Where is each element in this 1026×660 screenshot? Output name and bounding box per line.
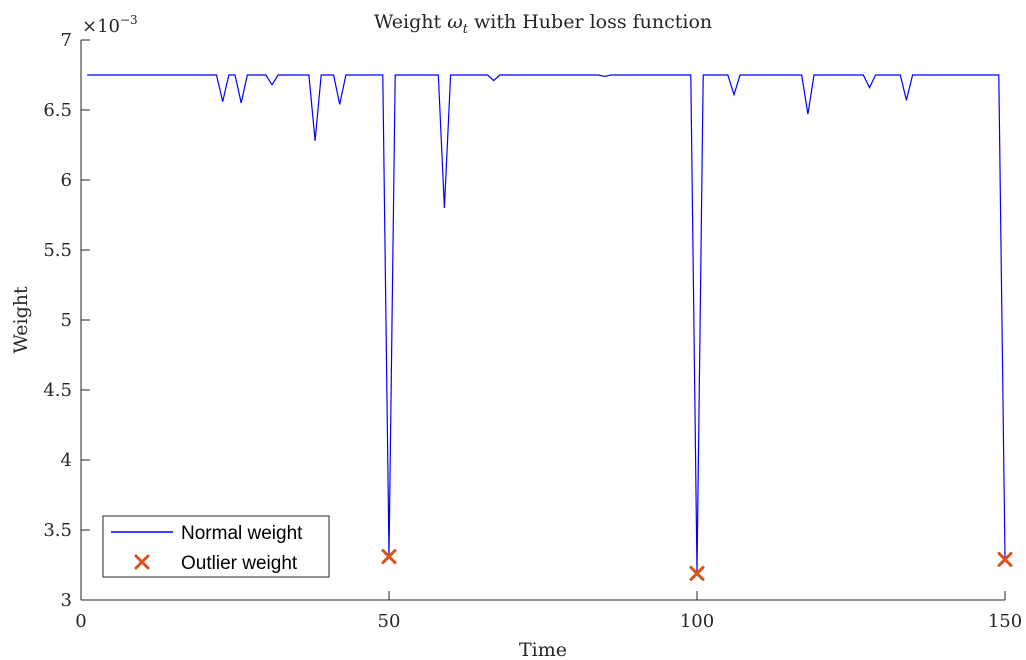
plot-area: 0 50 100 150 3 3.5 4 4.5 5 5.5 6 6.5 7	[43, 30, 1022, 632]
x-tick-label: 100	[680, 611, 714, 632]
x-tick-label: 150	[988, 611, 1022, 632]
x-tick-label: 50	[378, 611, 401, 632]
legend-label-normal-weight: Normal weight	[181, 523, 303, 544]
series-line-normal-weight	[87, 74, 1006, 573]
y-tick-label: 7	[61, 30, 72, 51]
y-tick-label: 3.5	[43, 520, 72, 541]
y-axis-exponent: ×10−3	[82, 13, 138, 37]
y-axis-label: Weight	[10, 286, 32, 354]
legend-box	[102, 515, 330, 578]
y-tick-label: 3	[61, 590, 72, 611]
y-tick-label: 6.5	[43, 100, 72, 121]
legend-swatch-outlier-weight	[134, 554, 150, 570]
x-axis-label: Time	[519, 639, 567, 660]
y-tick-label: 4.5	[43, 380, 72, 401]
y-tick-label: 6	[61, 170, 72, 191]
outlier-point	[381, 549, 397, 565]
y-tick-label: 5	[61, 310, 72, 331]
chart-title: Weight ωt with Huber loss function	[374, 11, 712, 37]
outlier-point	[997, 551, 1013, 567]
outlier-point	[689, 565, 705, 581]
y-tick-label: 4	[61, 450, 72, 471]
legend: Normal weight Outlier weight	[102, 515, 330, 578]
legend-label-outlier-weight: Outlier weight	[181, 553, 298, 574]
y-tick-label: 5.5	[43, 240, 72, 261]
x-tick-label: 0	[75, 611, 86, 632]
